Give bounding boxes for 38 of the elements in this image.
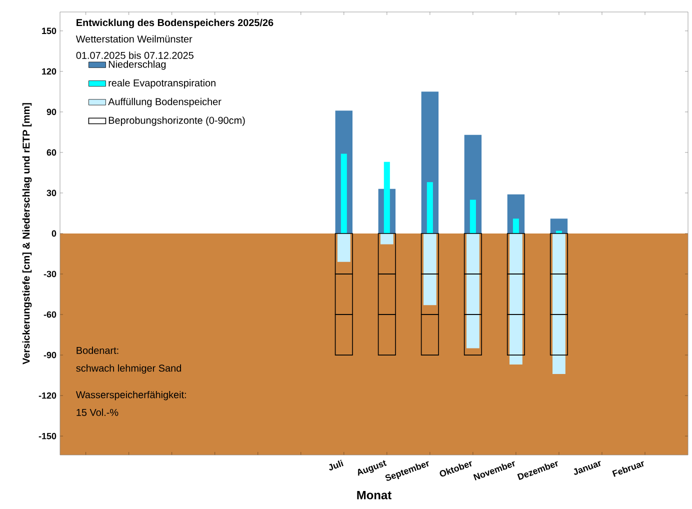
annotation: Bodenart: [76, 346, 118, 354]
bar [337, 233, 350, 262]
legend-label: Auffüllung Bodenspeicher [108, 98, 222, 108]
text: Wetterstation Weilmünster [76, 35, 192, 43]
legend-label: Niederschlag [108, 60, 166, 70]
bar [550, 218, 568, 234]
x-tick-label: Januar [574, 460, 601, 475]
y-axis-title: Versickerungstiefe [cm] & Niederschlag und rETP [mm] [22, 103, 32, 364]
bar [426, 182, 433, 234]
bar [512, 218, 519, 234]
bar [384, 162, 390, 234]
y-tick-label: 120 [42, 68, 56, 75]
y-tick-label: 60 [46, 149, 56, 156]
y-tick-label: 90 [46, 108, 56, 116]
annotation: 01.07.2025 bis 07.12.2025 [76, 52, 194, 59]
text: Entwicklung des Bodenspeichers 2025/26 [76, 18, 274, 28]
bar [423, 233, 436, 306]
annotation: Wasserspeicherfähigkeit: [76, 390, 186, 400]
y-tick-label: 150 [42, 28, 56, 34]
legend-label: Beprobungshorizonte (0-90cm) [108, 116, 245, 126]
y-tick-label: -30 [44, 270, 56, 278]
x-tick-label: Juli [329, 460, 344, 470]
y-tick-label: 30 [46, 190, 56, 196]
bar [510, 233, 522, 364]
bar [340, 154, 347, 234]
bar [470, 200, 476, 234]
legend-label: reale Evapotranspiration [108, 79, 216, 88]
bar [380, 233, 394, 244]
y-tick-label: 0 [52, 230, 56, 237]
y-tick-label: -90 [44, 352, 56, 358]
annotation: schwach lehmiger Sand [76, 364, 182, 374]
bar [466, 233, 480, 348]
y-tick-label: -120 [38, 392, 56, 399]
bar [552, 233, 566, 374]
x-axis-title: Monat [357, 490, 392, 500]
y-tick-label: -60 [44, 311, 56, 318]
annotation: 15 Vol.-% [76, 408, 118, 416]
y-tick-label: -150 [38, 432, 56, 440]
